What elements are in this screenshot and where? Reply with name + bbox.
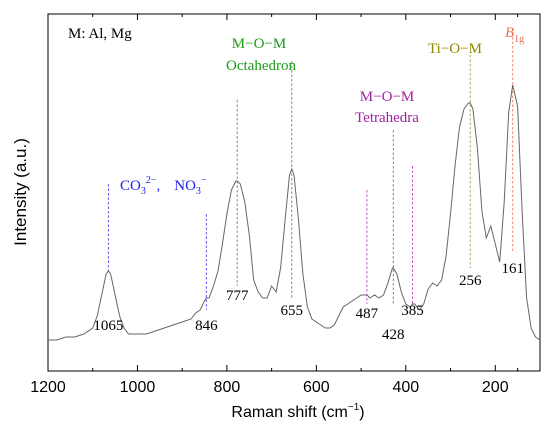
peak-label-487: 487 (356, 306, 379, 322)
x-axis-label-sup: −1 (348, 402, 360, 413)
x-axis-ticks: 1200 1000 800 600 400 200 (30, 14, 519, 396)
co3-superscript: 2− (146, 175, 157, 186)
plot-frame (47, 13, 541, 372)
marker-lines (107, 28, 514, 310)
x-tick-label-800: 800 (214, 379, 241, 396)
tetrahedra-label-line2: Tetrahedra (355, 110, 419, 126)
b1g-main: B (505, 25, 514, 41)
peak-label-256: 256 (459, 273, 482, 289)
x-tick-label-1000: 1000 (120, 379, 156, 396)
no3-subscript: 3 (196, 186, 201, 197)
x-axis-label-main: Raman shift (cm (231, 404, 347, 421)
peak-label-161: 161 (501, 261, 524, 277)
co3-subscript: 3 (141, 186, 146, 197)
no3-text: NO (174, 178, 196, 194)
peak-label-385: 385 (401, 303, 424, 319)
tetrahedra-label-line1: M−O−M (360, 89, 414, 105)
peak-label-1065: 1065 (93, 318, 123, 334)
peak-label-846: 846 (195, 318, 218, 334)
peak-label-777: 777 (226, 288, 249, 304)
co3-text: CO (120, 178, 141, 194)
ti-o-m-label: Ti−O−M (428, 41, 482, 57)
peak-label-428: 428 (382, 327, 405, 343)
octahedron-label-line1: M−O−M (232, 36, 286, 52)
y-axis-label: Intensity (a.u.) (11, 138, 30, 246)
x-axis-label: Raman shift (cm−1) (231, 402, 364, 421)
no3-superscript: − (201, 175, 207, 186)
x-tick-label-400: 400 (392, 379, 419, 396)
spectrum-line (48, 84, 541, 341)
x-tick-label-600: 600 (303, 379, 330, 396)
octahedron-label-line2: Octahedron (226, 58, 296, 74)
anion-separator: , (156, 178, 160, 194)
x-axis-label-close: ) (359, 404, 364, 421)
anion-label: CO32−, NO3− (120, 175, 207, 197)
x-tick-label-1200: 1200 (30, 379, 66, 396)
peak-label-655: 655 (281, 303, 304, 319)
b1g-subscript: 1g (514, 34, 524, 45)
b1g-label: B1g (505, 25, 524, 45)
legend-note: M: Al, Mg (68, 26, 132, 42)
x-tick-label-200: 200 (482, 379, 509, 396)
